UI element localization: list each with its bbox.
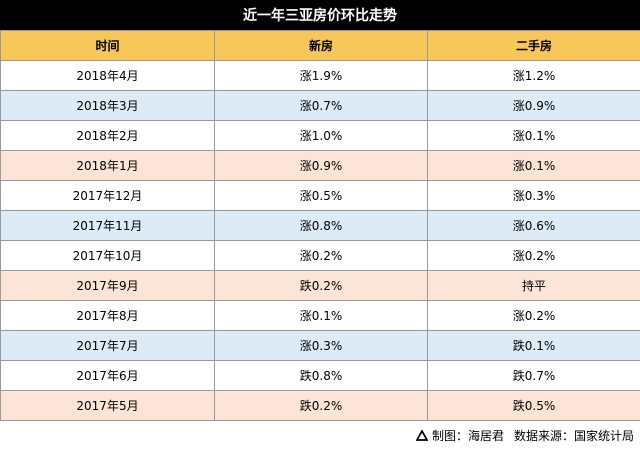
table-row: 2018年4月 涨1.9% 涨1.2% — [0, 60, 640, 91]
cell-resale: 跌0.1% — [427, 330, 640, 361]
table-row: 2017年9月 跌0.2% 持平 — [0, 270, 640, 301]
cell-time: 2017年7月 — [0, 330, 215, 361]
header-time: 时间 — [0, 30, 215, 61]
cell-resale: 涨0.2% — [427, 240, 640, 271]
cell-new: 跌0.2% — [214, 270, 428, 301]
cell-new: 涨0.9% — [214, 150, 428, 181]
header-row: 时间 新房 二手房 — [0, 30, 640, 61]
table-row: 2017年8月 涨0.1% 涨0.2% — [0, 300, 640, 331]
cell-time: 2018年3月 — [0, 90, 215, 121]
cell-new: 涨1.9% — [214, 60, 428, 91]
cell-new: 涨0.1% — [214, 300, 428, 331]
table-row: 2017年5月 跌0.2% 跌0.5% — [0, 390, 640, 421]
cell-time: 2017年11月 — [0, 210, 215, 241]
table-row: 2017年6月 跌0.8% 跌0.7% — [0, 360, 640, 391]
table-row: 2017年10月 涨0.2% 涨0.2% — [0, 240, 640, 271]
table-title: 近一年三亚房价环比走势 — [0, 0, 640, 30]
table-row: 2017年11月 涨0.8% 涨0.6% — [0, 210, 640, 241]
cell-resale: 涨0.3% — [427, 180, 640, 211]
table-row: 2017年12月 涨0.5% 涨0.3% — [0, 180, 640, 211]
cell-time: 2018年2月 — [0, 120, 215, 151]
cell-new: 涨0.3% — [214, 330, 428, 361]
cell-time: 2017年12月 — [0, 180, 215, 211]
cell-time: 2017年6月 — [0, 360, 215, 391]
cell-new: 涨0.8% — [214, 210, 428, 241]
cell-resale: 涨0.1% — [427, 120, 640, 151]
cell-time: 2017年10月 — [0, 240, 215, 271]
cell-new: 涨0.2% — [214, 240, 428, 271]
footer-maker: 制图：海居君 — [431, 428, 504, 443]
table-row: 2018年2月 涨1.0% 涨0.1% — [0, 120, 640, 151]
cell-time: 2017年5月 — [0, 390, 215, 421]
cell-resale: 跌0.7% — [427, 360, 640, 391]
triangle-logo-icon — [415, 429, 428, 441]
cell-resale: 跌0.5% — [427, 390, 640, 421]
cell-resale: 涨0.1% — [427, 150, 640, 181]
footer-source: 数据来源：国家统计局 — [513, 428, 634, 443]
footer-credit: 制图：海居君 数据来源：国家统计局 — [415, 424, 634, 446]
table-row: 2017年7月 涨0.3% 跌0.1% — [0, 330, 640, 361]
cell-resale: 涨0.2% — [427, 300, 640, 331]
cell-time: 2017年8月 — [0, 300, 215, 331]
cell-time: 2018年4月 — [0, 60, 215, 91]
cell-resale: 持平 — [427, 270, 640, 301]
price-table: 时间 新房 二手房 2018年4月 涨1.9% 涨1.2% 2018年3月 涨0… — [0, 30, 640, 421]
cell-new: 涨1.0% — [214, 120, 428, 151]
header-new-house: 新房 — [214, 30, 428, 61]
table-row: 2018年1月 涨0.9% 涨0.1% — [0, 150, 640, 181]
cell-resale: 涨0.6% — [427, 210, 640, 241]
cell-resale: 涨1.2% — [427, 60, 640, 91]
header-resale-house: 二手房 — [427, 30, 640, 61]
cell-new: 跌0.8% — [214, 360, 428, 391]
cell-time: 2018年1月 — [0, 150, 215, 181]
cell-resale: 涨0.9% — [427, 90, 640, 121]
table-row: 2018年3月 涨0.7% 涨0.9% — [0, 90, 640, 121]
cell-time: 2017年9月 — [0, 270, 215, 301]
cell-new: 跌0.2% — [214, 390, 428, 421]
cell-new: 涨0.7% — [214, 90, 428, 121]
cell-new: 涨0.5% — [214, 180, 428, 211]
